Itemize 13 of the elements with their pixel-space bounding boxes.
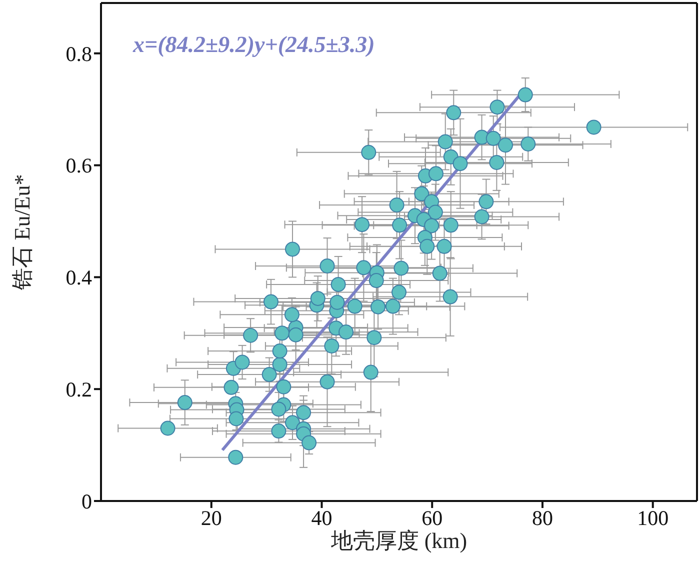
y-axis-title: 锆石 Eu/Eu* bbox=[10, 174, 34, 291]
x-tick-label: 80 bbox=[532, 506, 553, 530]
y-tick-label: 0.8 bbox=[66, 42, 92, 66]
x-tick-label: 40 bbox=[311, 506, 332, 530]
x-tick-label: 20 bbox=[200, 506, 222, 530]
y-tick-label: 0.2 bbox=[66, 378, 92, 402]
x-tick-label: 60 bbox=[422, 506, 443, 530]
y-tick-label: 0 bbox=[82, 489, 92, 514]
y-tick-label: 0.6 bbox=[66, 154, 92, 178]
x-tick-label: 100 bbox=[637, 506, 669, 530]
annotation: x=(84.2±9.2)y+(24.5±3.3) bbox=[133, 32, 375, 58]
x-axis-title: 地壳厚度 (km) bbox=[330, 528, 468, 553]
y-tick-label: 0.4 bbox=[66, 266, 92, 290]
